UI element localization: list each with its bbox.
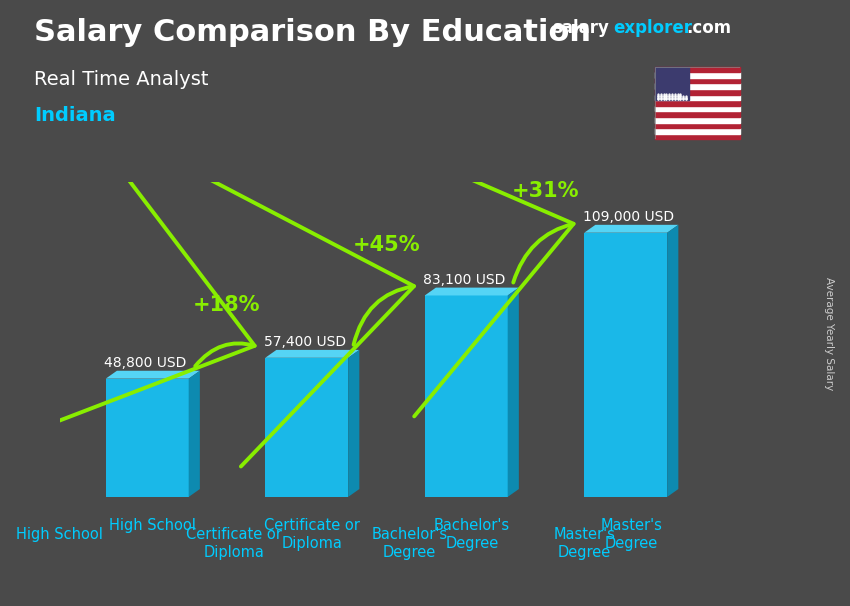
Text: salary: salary <box>552 19 609 38</box>
Bar <box>654 100 740 106</box>
Bar <box>584 233 667 497</box>
Text: 83,100 USD: 83,100 USD <box>423 273 506 287</box>
Bar <box>654 117 740 122</box>
Polygon shape <box>265 350 360 358</box>
Bar <box>654 84 740 89</box>
Bar <box>654 67 740 72</box>
Text: +18%: +18% <box>193 295 261 315</box>
Text: Master's
Degree: Master's Degree <box>600 518 662 550</box>
Text: 109,000 USD: 109,000 USD <box>582 210 674 224</box>
Bar <box>265 358 348 497</box>
Bar <box>654 78 740 84</box>
Bar <box>654 134 740 139</box>
Bar <box>654 106 740 112</box>
Text: Salary Comparison By Education: Salary Comparison By Education <box>34 18 591 47</box>
Bar <box>654 122 740 128</box>
Text: 48,800 USD: 48,800 USD <box>105 356 186 370</box>
Text: Bachelor's
Degree: Bachelor's Degree <box>371 527 447 559</box>
Polygon shape <box>189 371 200 497</box>
Text: .com: .com <box>686 19 731 38</box>
Text: explorer: explorer <box>614 19 693 38</box>
Bar <box>654 112 740 117</box>
Bar <box>654 95 740 100</box>
Text: Certificate or
Diploma: Certificate or Diploma <box>186 527 282 559</box>
Text: High School: High School <box>16 527 103 542</box>
Text: Bachelor's
Degree: Bachelor's Degree <box>434 518 510 550</box>
FancyArrowPatch shape <box>344 125 574 416</box>
Bar <box>105 379 189 497</box>
Polygon shape <box>425 288 518 296</box>
Polygon shape <box>667 225 678 497</box>
Bar <box>654 89 740 95</box>
Polygon shape <box>507 288 518 497</box>
Bar <box>654 72 740 78</box>
Text: High School: High School <box>110 518 196 533</box>
Text: Real Time Analyst: Real Time Analyst <box>34 70 208 88</box>
Polygon shape <box>348 350 360 497</box>
Bar <box>425 296 507 497</box>
Text: Master's
Degree: Master's Degree <box>553 527 615 559</box>
Polygon shape <box>105 371 200 379</box>
Text: 57,400 USD: 57,400 USD <box>264 335 346 349</box>
Text: Certificate or
Diploma: Certificate or Diploma <box>264 518 360 550</box>
Text: +45%: +45% <box>353 235 420 255</box>
Polygon shape <box>584 225 678 233</box>
FancyArrowPatch shape <box>192 170 414 467</box>
Bar <box>654 128 740 134</box>
Text: Average Yearly Salary: Average Yearly Salary <box>824 277 834 390</box>
Text: Indiana: Indiana <box>34 106 116 125</box>
Text: +31%: +31% <box>513 181 580 201</box>
FancyArrowPatch shape <box>21 147 255 435</box>
